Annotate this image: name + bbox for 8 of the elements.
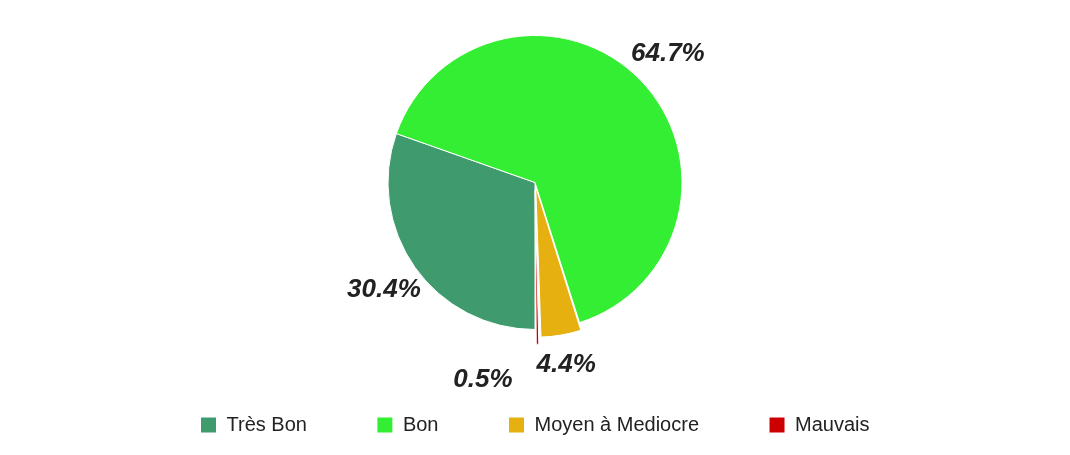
data-label: 30.4% [347, 272, 421, 303]
data-label: 64.7% [630, 36, 705, 67]
legend-label: Moyen à Mediocre [534, 412, 700, 435]
legend-label: Très Bon [226, 412, 307, 435]
legend-label: Mauvais [795, 412, 870, 435]
data-label: 0.5% [453, 362, 513, 393]
legend-label: Bon [402, 412, 439, 435]
data-label: 4.4% [535, 348, 596, 379]
